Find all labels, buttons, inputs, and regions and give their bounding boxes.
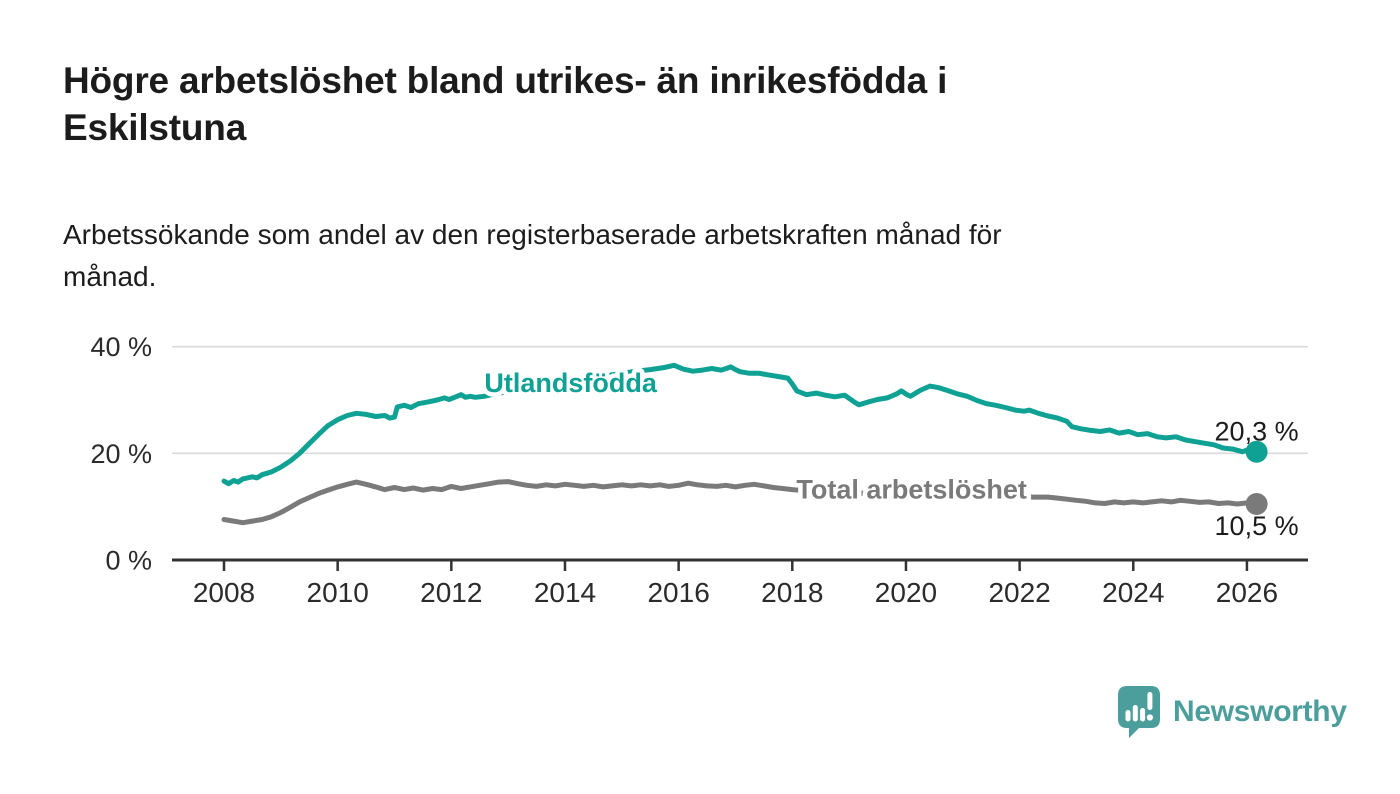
x-tick-label-2022: 2022	[988, 577, 1050, 608]
x-tick-label-2024: 2024	[1102, 577, 1164, 608]
end-value-label-total-arbetsl-shet: 10,5 %	[1215, 511, 1299, 541]
x-tick-label-2018: 2018	[761, 577, 823, 608]
series-label-total-arbetsl-shet: Total arbetslöshet	[796, 475, 1027, 505]
chart-subtitle-line1: Arbetssökande som andel av den registerb…	[63, 219, 1002, 250]
x-tick-label-2026: 2026	[1216, 577, 1278, 608]
x-tick-label-2014: 2014	[534, 577, 596, 608]
x-tick-label-2016: 2016	[647, 577, 709, 608]
series-endpoint-dot-utlandsf-dda	[1245, 440, 1268, 463]
chart-title-line2: Eskilstuna	[63, 106, 247, 148]
series-label-utlandsf-dda: Utlandsfödda	[484, 368, 657, 398]
y-tick-label-40: 40 %	[90, 332, 152, 362]
x-tick-label-2012: 2012	[420, 577, 482, 608]
x-tick-label-2010: 2010	[307, 577, 369, 608]
chart-title-line1: Högre arbetslöshet bland utrikes- än inr…	[63, 60, 948, 101]
brand-footer: Newsworthy	[1116, 684, 1347, 739]
y-tick-label-0: 0 %	[105, 546, 152, 576]
series-line-total-arbetsl-shet	[221, 479, 1260, 526]
end-value-label-utlandsf-dda: 20,3 %	[1215, 417, 1299, 447]
series-line-utlandsf-dda	[221, 362, 1260, 487]
chart-subtitle-line2: månad.	[63, 261, 157, 292]
newsworthy-logo-icon	[1118, 686, 1160, 738]
series-endpoint-dot-total-arbetsl-shet	[1245, 492, 1268, 515]
chart-subtitle: Arbetssökande som andel av den registerb…	[63, 214, 1253, 298]
brand-name: Newsworthy	[1173, 694, 1347, 728]
chart-title: Högre arbetslöshet bland utrikes- än inr…	[63, 58, 1233, 152]
x-tick-label-2008: 2008	[193, 577, 255, 608]
x-tick-label-2020: 2020	[875, 577, 937, 608]
y-tick-label-20: 20 %	[90, 439, 152, 469]
